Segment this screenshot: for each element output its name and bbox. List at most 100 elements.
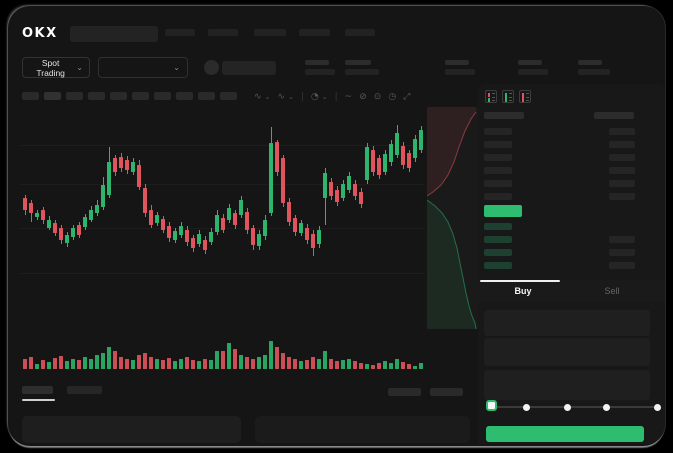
active-tab-indicator	[480, 280, 560, 282]
book-bids-view[interactable]	[502, 90, 514, 103]
volume-bar	[419, 363, 423, 369]
indicator-icon[interactable]: ~	[344, 91, 353, 102]
bottom-panel-left[interactable]	[22, 416, 241, 443]
candle-body	[305, 228, 309, 240]
nav-item-skeleton[interactable]	[208, 29, 238, 36]
slider-stop-dot[interactable]	[602, 403, 610, 411]
volume-bar	[311, 357, 315, 369]
slider-stop-dot[interactable]	[563, 403, 571, 411]
volume-bar	[299, 361, 303, 369]
side-stripe	[522, 93, 524, 102]
trade-tabs: Buy Sell	[478, 280, 665, 302]
ask-price-skeleton[interactable]	[484, 141, 512, 148]
timeframe-button-skeleton[interactable]	[176, 92, 193, 100]
timeframe-button-skeleton[interactable]	[110, 92, 127, 100]
amount-slider-track[interactable]	[490, 406, 656, 408]
nav-item-skeleton[interactable]	[299, 29, 330, 36]
ask-price-skeleton[interactable]	[484, 154, 512, 161]
bottom-tab-skeleton[interactable]	[67, 386, 102, 394]
bottom-action-skeleton[interactable]	[430, 388, 463, 396]
timeframe-button-skeleton[interactable]	[220, 92, 237, 100]
stat-label-skeleton	[345, 60, 371, 65]
bid-price-skeleton[interactable]	[484, 249, 512, 256]
timeframe-button-skeleton[interactable]	[132, 92, 149, 100]
candle-body	[137, 165, 141, 187]
timeframe-button-skeleton[interactable]	[44, 92, 61, 100]
price-input[interactable]	[484, 310, 650, 336]
chart-type-icon[interactable]: ∿	[254, 91, 262, 102]
ask-amount-skeleton	[609, 167, 635, 174]
coin-avatar	[204, 60, 219, 75]
nav-item-skeleton[interactable]	[254, 29, 286, 36]
amount-slider-handle[interactable]	[486, 400, 497, 411]
book-split-view[interactable]	[485, 90, 497, 103]
bid-amount-skeleton	[609, 249, 635, 256]
list-line	[509, 93, 512, 94]
chevron-down-icon: ⌄	[173, 62, 180, 72]
book-asks-view[interactable]	[519, 90, 531, 103]
timeframe-button-skeleton[interactable]	[66, 92, 83, 100]
ask-price-skeleton[interactable]	[484, 193, 512, 200]
bottom-tab-active-skeleton[interactable]	[22, 386, 53, 394]
chevron-down-icon[interactable]: ⌄	[321, 92, 328, 101]
fullscreen-icon[interactable]: ⤢	[403, 91, 411, 102]
volume-bar	[227, 343, 231, 369]
bid-price-skeleton[interactable]	[484, 262, 512, 269]
timeframe-button-skeleton[interactable]	[198, 92, 215, 100]
ask-price-skeleton[interactable]	[484, 167, 512, 174]
volume-bar	[305, 360, 309, 369]
candle-body	[47, 220, 51, 228]
history-icon[interactable]: ◷	[388, 91, 397, 102]
timeframe-button-skeleton[interactable]	[22, 92, 39, 100]
pair-selector-dropdown[interactable]: ⌄	[98, 57, 188, 78]
candle-body	[341, 184, 345, 198]
candle-body	[275, 142, 279, 172]
ask-stripe	[488, 93, 490, 97]
bid-price-skeleton[interactable]	[484, 236, 512, 243]
candlestick-chart[interactable]	[20, 110, 425, 276]
candle-body	[215, 215, 219, 232]
volume-bar	[155, 359, 159, 369]
timeframe-button-skeleton[interactable]	[154, 92, 171, 100]
total-input[interactable]	[484, 370, 650, 400]
candle-body	[287, 202, 291, 222]
nav-item-skeleton[interactable]	[165, 29, 195, 36]
chevron-down-icon[interactable]: ⌄	[287, 92, 294, 101]
candle-body	[371, 150, 375, 172]
interval-icon[interactable]: ◔	[310, 91, 319, 102]
ask-price-skeleton[interactable]	[484, 180, 512, 187]
candle-body	[245, 212, 249, 230]
candle-body	[401, 146, 405, 165]
list-line	[509, 100, 512, 101]
market-type-dropdown[interactable]: Spot Trading ⌄	[22, 57, 90, 78]
chevron-down-icon[interactable]: ⌄	[264, 92, 271, 101]
candle-body	[23, 198, 27, 210]
candle-body	[125, 160, 129, 170]
slider-stop-dot[interactable]	[522, 403, 530, 411]
line-type-icon[interactable]: ∿	[277, 91, 285, 102]
ask-price-skeleton[interactable]	[484, 128, 512, 135]
amount-input[interactable]	[484, 338, 650, 366]
market-type-label: Spot Trading	[36, 57, 65, 78]
chart-tools: ∿ ⌄ ∿ ⌄ | ◔ ⌄ | ~ ⊘ ⊙ ◷ ⤢	[254, 91, 410, 102]
app-window: OKX Spot Trading ⌄ ⌄ ∿ ⌄ ∿ ⌄ | ◔ ⌄ | ~ ⊘ ⊙ ◷ ⤢ Buy S…	[8, 6, 665, 446]
volume-bar	[317, 359, 321, 369]
tab-sell[interactable]: Sell	[568, 280, 656, 302]
nav-item-skeleton[interactable]	[345, 29, 375, 36]
candle-body	[149, 210, 153, 225]
volume-bar	[377, 363, 381, 369]
tab-buy[interactable]: Buy	[478, 280, 568, 302]
candle-body	[377, 158, 381, 175]
bottom-panel-right[interactable]	[255, 416, 470, 443]
slider-stop-dot[interactable]	[653, 403, 661, 411]
candle-body	[29, 203, 33, 213]
compare-icon[interactable]: ⊘	[359, 91, 367, 102]
bottom-action-skeleton[interactable]	[388, 388, 421, 396]
ask-amount-skeleton	[609, 180, 635, 187]
list-line	[492, 93, 495, 94]
buy-submit-button[interactable]	[486, 426, 644, 442]
candle-body	[107, 162, 111, 195]
camera-icon[interactable]: ⊙	[373, 91, 382, 102]
bid-price-skeleton[interactable]	[484, 223, 512, 230]
timeframe-button-skeleton[interactable]	[88, 92, 105, 100]
